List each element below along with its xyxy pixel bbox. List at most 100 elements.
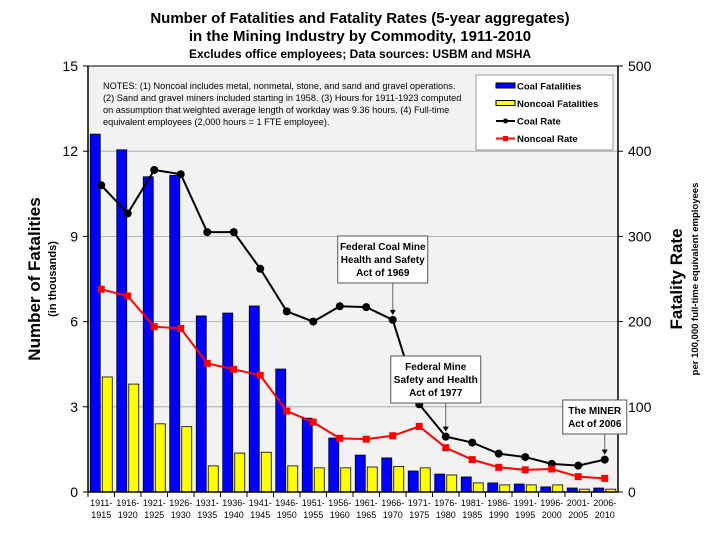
x-tick-label: 1981- [461,498,484,508]
x-tick-label: 1916- [116,498,139,508]
noncoal-rate-point [97,285,105,293]
x-tick-label: 1941- [249,498,272,508]
annotation-text: Safety and Health [394,375,478,386]
noncoal-rate-point [124,292,132,300]
noncoal-fatalities-bar [393,466,405,493]
x-tick-label: 1956- [328,498,351,508]
noncoal-fatalities-bar [260,451,272,493]
y-axis-label: Number of Fatalities [25,197,44,360]
noncoal-fatalities-bar [446,474,458,493]
x-tick-label: 1961- [355,498,378,508]
noncoal-fatalities-bar [366,466,378,493]
x-tick-label: 1991- [514,498,537,508]
coal-fatalities-bar [460,476,472,493]
noncoal-rate-point [150,323,158,331]
chart-title-line2: in the Mining Industry by Commodity, 191… [188,28,532,45]
annotation-text: Act of 1977 [409,388,463,399]
coal-rate-line [100,168,605,467]
y-tick-label: 6 [70,314,78,330]
chart-title: Number of Fatalities and Fatality Rates … [150,10,570,27]
x-tick-label: 1930 [171,510,191,520]
x-tick-label: 1975 [409,510,429,520]
coal-rate-point [468,438,477,447]
coal-fatalities-bar [301,417,313,493]
coal-rate-point [441,432,450,441]
annotation-box [337,235,429,284]
annotation-box [390,355,482,404]
legend-label: Coal Rate [517,117,561,128]
x-tick-label: 1976- [434,498,457,508]
noncoal-fatalities-bar [419,467,431,493]
coal-rate-point [282,307,291,316]
annotation-text: Act of 1969 [356,268,410,279]
y2-tick-label: 0 [628,484,636,500]
x-tick-label: 1980 [436,510,456,520]
coal-rate-point [97,181,106,190]
noncoal-rate-point [256,371,264,379]
chart-subtitle: Excludes office employees; Data sources:… [188,47,532,61]
y-tick-label: 9 [70,228,78,244]
x-tick-label: 1986- [487,498,510,508]
x-tick-label: 1955 [303,510,323,520]
coal-rate-point [229,228,238,237]
y2-tick-label: 100 [628,399,652,415]
noncoal-fatalities-bar [472,482,484,493]
noncoal-fatalities-bar [525,484,537,493]
coal-fatalities-bar [116,149,128,493]
coal-rate-point [521,453,530,462]
coal-rate-point [123,209,132,218]
coal-fatalities-bar [354,454,366,493]
noncoal-fatalities-bar [287,465,299,493]
coal-fatalities-bar [275,368,287,493]
arrowhead-icon [389,309,396,315]
coal-fatalities-bar [487,482,499,493]
x-tick-label: 1996- [540,498,563,508]
noncoal-fatalities-bar [552,484,564,493]
coal-rate-point [203,228,212,237]
noncoal-rate-point [521,466,529,474]
y-tick-label: 15 [62,58,78,74]
noncoal-rate-point [601,474,609,482]
x-tick-label: 2001- [567,498,590,508]
x-tick-label: 1960 [330,510,350,520]
x-tick-label: 1935 [197,510,217,520]
noncoal-rate-point [283,407,291,415]
noncoal-rate-line [101,288,605,480]
x-tick-label: 1921- [143,498,166,508]
coal-fatalities-bar [381,457,393,493]
x-tick-label: 2006- [593,498,616,508]
coal-rate-point [574,461,583,470]
x-tick-label: 1990 [489,510,509,520]
noncoal-rate-point [495,463,503,471]
legend-label: Noncoal Rate [517,134,578,145]
coal-rate-point [256,264,265,273]
coal-rate-point [150,165,159,174]
coal-fatalities-bar [513,483,525,493]
y2-axis-sublabel: per 100,000 full-time equivalent employe… [690,183,701,376]
x-tick-label: 1951- [302,498,325,508]
legend-label: Coal Fatalities [517,82,581,93]
x-tick-label: 1965 [356,510,376,520]
coal-fatalities-bar [328,437,340,493]
y-tick-label: 0 [70,484,78,500]
noncoal-rate-point [415,422,423,430]
noncoal-fatalities-bar [313,467,325,493]
y2-tick-label: 500 [628,58,652,74]
annotation-box [562,399,628,435]
x-tick-label: 1946- [275,498,298,508]
noncoal-rate-point [203,359,211,367]
noncoal-rate-point [468,456,476,464]
legend-marker [503,136,508,141]
note-line: (2) Sand and gravel miners included star… [103,93,461,103]
coal-fatalities-bar [169,174,181,493]
note-line: NOTES: (1) Noncoal includes metal, nonme… [103,81,455,91]
noncoal-rate-point [177,324,185,332]
annotation-text: Federal Mine [405,362,467,373]
x-tick-label: 1971- [408,498,431,508]
x-tick-label: 1926- [169,498,192,508]
noncoal-rate-point [574,473,582,481]
x-tick-label: 1985 [462,510,482,520]
coal-rate-point [176,170,185,179]
coal-fatalities-bar [195,315,207,493]
noncoal-fatalities-bar [234,452,246,493]
